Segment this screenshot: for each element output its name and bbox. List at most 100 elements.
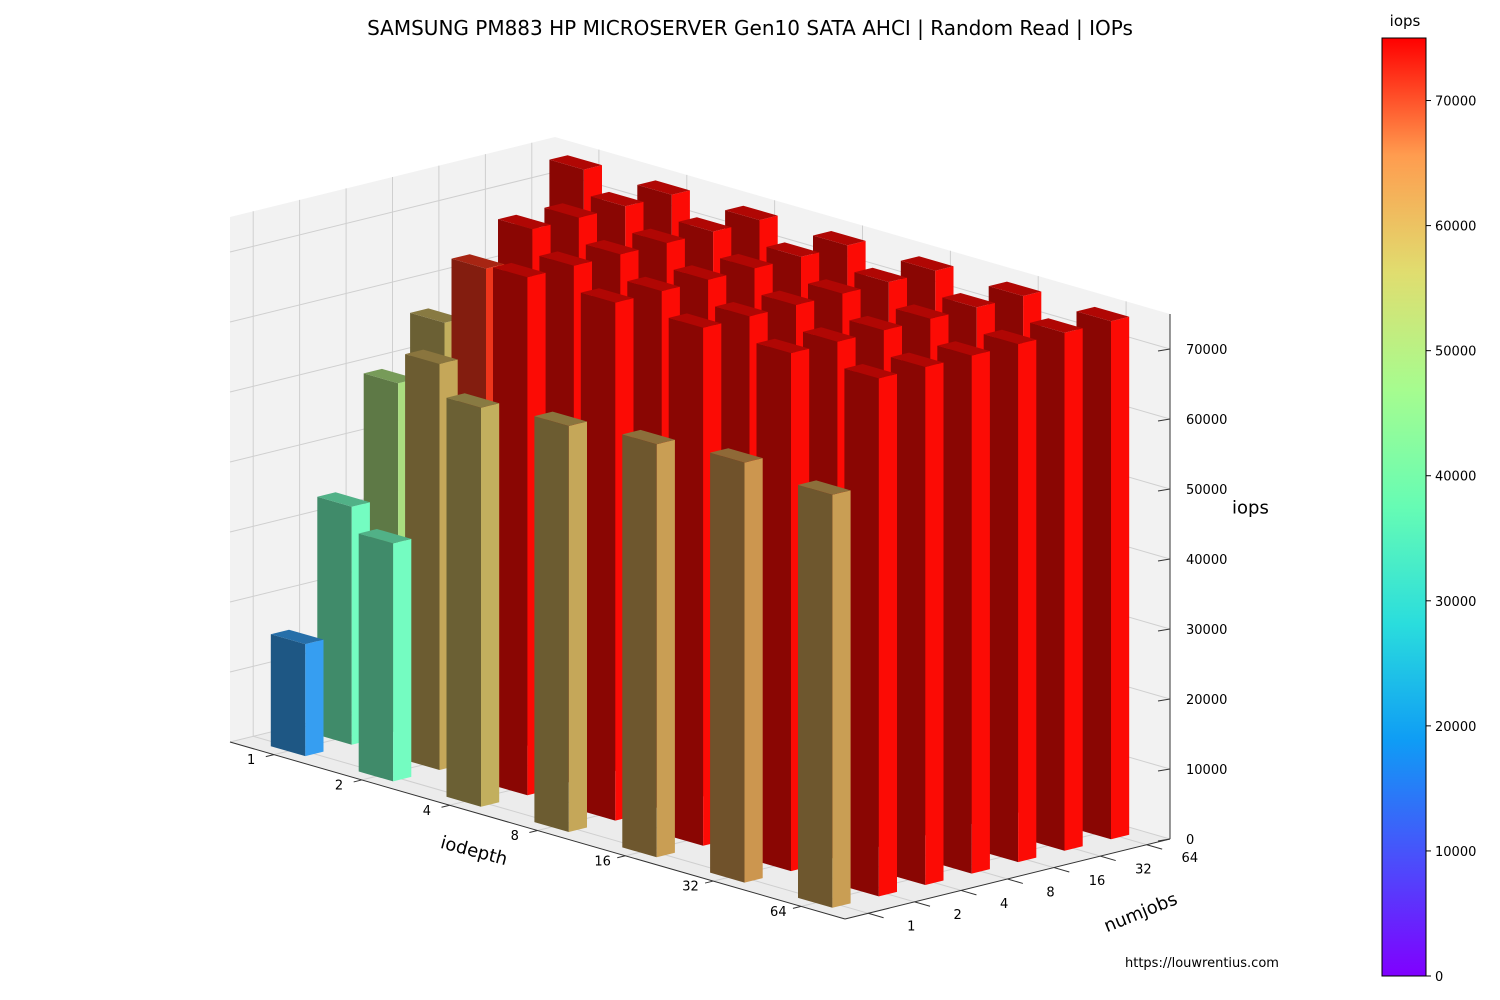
y-tick: [1007, 878, 1024, 884]
bar-face-top: [761, 290, 815, 305]
x-tick: [792, 905, 802, 909]
bar-face-top: [1076, 306, 1130, 322]
x-tick: [617, 855, 626, 859]
colorbar-tick-label: 0: [1435, 970, 1443, 985]
bar-face-top: [844, 364, 897, 379]
bar-face-front: [270, 634, 306, 757]
bar-face-top: [498, 214, 551, 230]
bar-face-front: [493, 267, 528, 796]
bar: [534, 411, 587, 832]
bar-face-top: [549, 155, 602, 170]
bar-face-top: [849, 315, 902, 331]
bar-face-side: [1111, 316, 1130, 840]
bar: [1076, 306, 1130, 840]
bar-face-side: [481, 403, 500, 807]
bar-face-side: [1018, 339, 1037, 863]
bar-face-front: [890, 357, 926, 886]
bar-face-top: [983, 329, 1037, 345]
bar-face-top: [590, 191, 644, 207]
z-tick: [1157, 558, 1171, 562]
bar-face-top: [668, 313, 722, 328]
bar-face-top: [895, 304, 949, 319]
x-tick-label: 2: [335, 779, 343, 794]
bar: [710, 448, 763, 883]
bar-face-top: [637, 180, 690, 195]
chart-title: SAMSUNG PM883 HP MICROSERVER Gen10 SATA …: [367, 16, 1133, 40]
z-tick-label: 60000: [1186, 413, 1227, 428]
source-credit: https://louwrentius.com: [1125, 956, 1279, 971]
colorbar-tick-label: 20000: [1435, 720, 1476, 735]
z-tick: [1157, 348, 1171, 352]
bar-face-top: [988, 281, 1042, 296]
colorbar-tick-label: 50000: [1435, 345, 1476, 360]
bar-face-top: [900, 256, 954, 271]
bar-face-top: [363, 368, 417, 384]
bar: [358, 529, 412, 782]
bar-face-front: [405, 354, 440, 770]
z-tick-label: 70000: [1186, 343, 1227, 358]
bar-face-top: [1030, 318, 1083, 333]
bar: [270, 629, 324, 757]
bar-face-side: [305, 639, 324, 757]
bar-face-top: [756, 338, 810, 354]
z-tick: [1157, 838, 1171, 842]
z-tick-label: 40000: [1186, 553, 1227, 568]
x-tick: [441, 804, 450, 808]
colorbar-tick-label: 60000: [1435, 220, 1476, 235]
y-tick-label: 4: [1000, 897, 1008, 912]
z-tick-label: 50000: [1186, 483, 1227, 498]
colorbar-tick-label: 10000: [1435, 845, 1476, 860]
bar-face-front: [710, 452, 745, 883]
bar-face-top: [544, 203, 597, 218]
bar-face-front: [1030, 322, 1065, 851]
colorbar-title: iops: [1389, 12, 1421, 30]
x-tick-label: 1: [247, 753, 255, 768]
bar-face-front: [534, 416, 569, 832]
x-tick-label: 32: [682, 880, 699, 895]
z-tick-label: 0: [1186, 833, 1194, 848]
bar-face-top: [798, 480, 851, 495]
bar-face-front: [668, 317, 704, 846]
x-tick-label: 4: [423, 804, 431, 819]
bar-face-top: [539, 251, 592, 266]
y-tick: [868, 912, 884, 919]
bar-face-side: [744, 458, 763, 883]
bar-face-top: [710, 448, 763, 463]
colorbar: 0 10000 20000 30000 40000 50000 60000 70000: [1381, 37, 1476, 985]
bar-face-top: [622, 429, 675, 445]
z-tick: [1157, 628, 1171, 632]
x-tick: [353, 779, 362, 783]
bar-face-side: [656, 439, 675, 858]
bar-face-side: [832, 490, 851, 908]
bar-face-top: [673, 265, 727, 280]
bar-face-front: [1076, 311, 1111, 840]
bar-face-top: [270, 629, 324, 645]
y-tick: [960, 889, 977, 896]
bar-face-top: [725, 205, 778, 221]
bar-face-top: [937, 341, 990, 356]
z-tick-label: 10000: [1186, 763, 1227, 778]
bar-face-top: [317, 492, 370, 507]
y-tick: [1053, 867, 1070, 873]
bar-face-top: [803, 327, 856, 342]
bar-face-top: [585, 240, 639, 255]
bar-face-front: [358, 533, 394, 782]
z-tick: [1157, 418, 1171, 422]
bar: [937, 341, 990, 874]
bar: [622, 429, 675, 858]
colorbar-tick-label: 70000: [1435, 95, 1476, 110]
x-tick: [704, 880, 714, 884]
y-axis-title: numjobs: [1101, 889, 1180, 937]
bar-face-top: [766, 242, 820, 257]
x-axis-title: iodepth: [438, 832, 510, 870]
bar-face-side: [925, 362, 944, 885]
x-tick-label: 64: [770, 905, 787, 920]
colorbar-tick-label: 40000: [1435, 470, 1476, 485]
x-tick-label: 16: [594, 854, 611, 869]
bar: [983, 329, 1037, 863]
z-tick-label: 20000: [1186, 693, 1227, 708]
y-tick-label: 32: [1135, 863, 1152, 878]
bar-face-top: [854, 267, 907, 283]
bar-face-side: [878, 373, 897, 897]
